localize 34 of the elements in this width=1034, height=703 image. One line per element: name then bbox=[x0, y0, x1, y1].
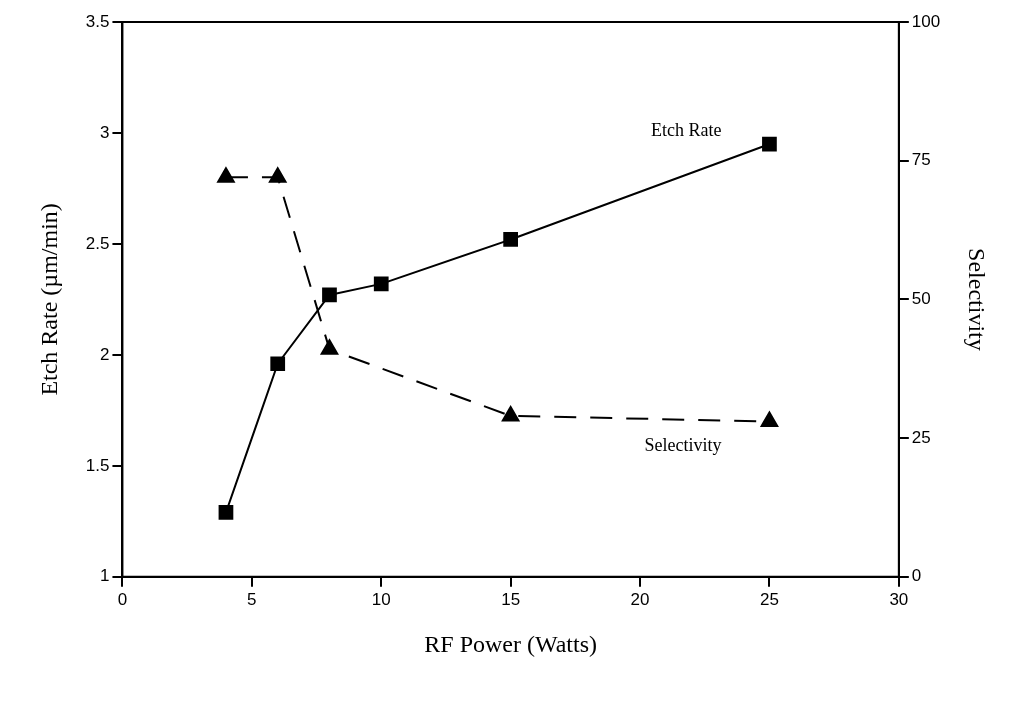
x-tick-label: 15 bbox=[501, 589, 521, 609]
point bbox=[270, 356, 286, 372]
point bbox=[320, 339, 339, 355]
point bbox=[762, 136, 777, 152]
y2-tick-label: 75 bbox=[911, 150, 931, 170]
x-tick-label: 20 bbox=[630, 589, 650, 609]
point bbox=[218, 505, 234, 520]
x-tick-label: 10 bbox=[371, 589, 391, 609]
y-tick-label: 1 bbox=[99, 566, 110, 586]
y-tick-label: 3.5 bbox=[85, 11, 110, 31]
point bbox=[760, 411, 779, 427]
series-label: Etch Rate bbox=[650, 119, 722, 140]
y2-tick-label: 0 bbox=[911, 566, 922, 586]
x-tick-label: 30 bbox=[889, 589, 909, 609]
point bbox=[503, 232, 518, 247]
point bbox=[501, 405, 520, 422]
y-axis-title: Etch Rate (µm/min) bbox=[35, 203, 62, 396]
y-tick-label: 2 bbox=[99, 344, 110, 364]
x-axis-title: RF Power (Watts) bbox=[424, 630, 597, 657]
point bbox=[373, 276, 389, 292]
y-tick-label: 2.5 bbox=[85, 233, 110, 253]
x-tick-label: 0 bbox=[117, 589, 128, 609]
y-tick-label: 1.5 bbox=[85, 455, 110, 475]
point bbox=[268, 167, 287, 183]
y2-axis-title: Selectivity bbox=[964, 248, 991, 351]
series-label: Selectivity bbox=[644, 435, 722, 456]
x-tick-label: 5 bbox=[247, 589, 257, 609]
y-tick-label: 3 bbox=[99, 122, 110, 142]
y2-tick-label: 25 bbox=[911, 427, 931, 447]
x-tick-label: 25 bbox=[759, 589, 779, 609]
point bbox=[217, 167, 235, 183]
point bbox=[322, 287, 337, 303]
y2-tick-label: 100 bbox=[911, 11, 941, 31]
y2-tick-label: 50 bbox=[911, 289, 931, 309]
